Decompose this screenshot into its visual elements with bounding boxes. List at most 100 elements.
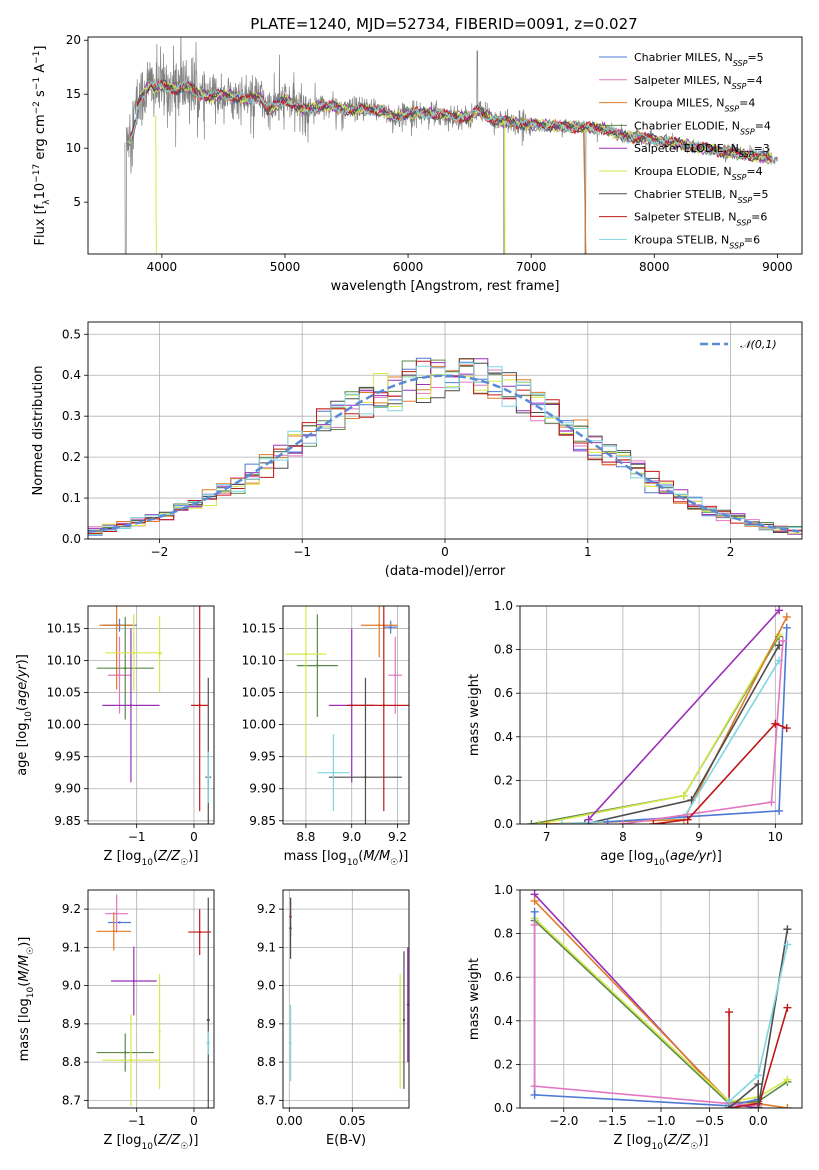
weight-series xyxy=(649,719,791,824)
label-part: −1 xyxy=(32,77,42,90)
x-axis-label: age [log10(age/yr)] xyxy=(600,849,722,868)
data-point xyxy=(99,606,134,690)
residuals-panel: −2 −1 0 1 2 0.0 0.1 0.2 0.3 0.4 0.5 𝒩(0,1) (data-mod… xyxy=(31,321,803,579)
data-point xyxy=(398,974,402,1089)
label-part: mass [log xyxy=(17,998,32,1061)
data-point xyxy=(191,606,209,812)
x-tick-label: −2 xyxy=(151,545,169,559)
weight-series xyxy=(557,656,784,824)
point-marker xyxy=(118,921,121,924)
x-tick-label: 0.05 xyxy=(339,1114,366,1128)
point-marker xyxy=(198,704,201,707)
label-part: 10 xyxy=(141,858,153,868)
legend-sub: SSP xyxy=(736,218,751,227)
y-tick-label: 9.0 xyxy=(257,979,276,993)
legend-name: Chabrier ELODIE, N xyxy=(634,119,740,132)
label-part: ( xyxy=(15,706,30,711)
gaussian-curve xyxy=(88,374,800,534)
y-tick-label: 9.95 xyxy=(54,750,81,764)
weight-series xyxy=(530,907,763,1108)
x-tick-label: −1 xyxy=(293,545,311,559)
y-tick-label: 0.0 xyxy=(494,1101,513,1115)
y-tick-label: 9.90 xyxy=(54,782,81,796)
x-tick-label: 10 xyxy=(768,830,783,844)
y-tick-label: 1.0 xyxy=(494,883,513,897)
y-tick-label: 1.0 xyxy=(494,599,513,613)
label-part: Z [log xyxy=(104,849,142,864)
legend-count: =3 xyxy=(754,142,770,155)
axes-frame xyxy=(519,605,803,825)
legend-count: =4 xyxy=(739,97,755,110)
y-tick-label: 9.0 xyxy=(62,979,81,993)
plus-marker xyxy=(782,612,791,621)
x-tick-label: 8 xyxy=(619,830,627,844)
grid xyxy=(88,890,214,1108)
x-tick-label: −1.0 xyxy=(646,1114,675,1128)
y-tick-label: 0.0 xyxy=(494,817,513,831)
label-part: Z [log xyxy=(614,1133,652,1148)
legend-count: =4 xyxy=(746,165,762,178)
y-tick-label: 20 xyxy=(66,33,81,47)
label-part: mass [log xyxy=(284,849,347,864)
label-part: ☉ xyxy=(26,947,36,955)
label-part: 10 xyxy=(24,711,34,723)
legend-name: Kroupa STELIB, N xyxy=(634,233,729,246)
axes-frame xyxy=(87,889,215,1109)
point-marker xyxy=(304,652,308,656)
label-part: 10 xyxy=(651,1142,663,1152)
label-part: 10 xyxy=(33,183,48,200)
y-tick-label: 0.0 xyxy=(62,532,81,546)
label-part: s xyxy=(33,90,48,101)
plus-marker xyxy=(618,820,627,824)
y-tick-label: 10.00 xyxy=(242,718,276,732)
legend-sub: SSP xyxy=(732,81,747,90)
y-tick-label: 9.95 xyxy=(249,750,276,764)
data-point xyxy=(102,1014,160,1107)
label-part: wavelength [Angstrom, rest frame] xyxy=(331,279,560,294)
label-part: (data-model)/error xyxy=(385,564,506,579)
data-point xyxy=(289,897,292,959)
weight-series xyxy=(580,641,784,824)
weight-series xyxy=(527,632,784,824)
weight-line xyxy=(534,917,788,1103)
weight-line xyxy=(584,644,780,824)
y-tick-label: 8.7 xyxy=(257,1093,276,1107)
plus-marker xyxy=(542,820,551,824)
legend-name: Salpeter ELODIE, N xyxy=(634,142,739,155)
label-part: −1 xyxy=(32,51,42,64)
plus-marker xyxy=(557,820,566,824)
x-axis-label: mass [log10(M/M☉)] xyxy=(284,849,409,868)
legend-name: Salpeter STELIB, N xyxy=(634,211,736,224)
label-part: Normed distribution xyxy=(31,366,46,496)
label-part: Z [log xyxy=(104,1133,142,1148)
y-tick-label: 8.8 xyxy=(62,1055,81,1069)
y-tick-label: 0.3 xyxy=(62,409,81,423)
weight-line xyxy=(728,929,789,1108)
data-point xyxy=(105,894,129,933)
grid xyxy=(520,605,802,825)
point-marker xyxy=(124,666,127,670)
plus-marker xyxy=(783,1075,792,1084)
legend-label: Kroupa STELIB, NSSP=6 xyxy=(634,233,760,250)
legend-sub: SSP xyxy=(738,195,753,204)
point-marker xyxy=(207,775,210,779)
grid xyxy=(88,606,214,824)
data-point xyxy=(110,946,157,1016)
label-part: 10 xyxy=(347,858,359,868)
y-tick-label: 9.85 xyxy=(249,814,276,828)
x-axis-label: Z [log10(Z/Z☉)] xyxy=(104,849,199,868)
legend-name: Kroupa MILES, N xyxy=(634,97,724,110)
x-tick-label: 6000 xyxy=(393,260,424,274)
weight-line xyxy=(533,911,759,1107)
legend-name: Chabrier STELIB, N xyxy=(634,188,738,201)
legend-count: =5 xyxy=(752,188,768,201)
weight-series xyxy=(542,612,791,824)
weight-line xyxy=(561,660,780,824)
point-marker xyxy=(129,704,133,707)
plus-marker xyxy=(527,820,536,824)
x-tick-label: 7000 xyxy=(516,260,547,274)
figure-title: PLATE=1240, MJD=52734, FIBERID=0091, z=0… xyxy=(250,15,637,33)
plot-area xyxy=(289,897,409,1089)
x-tick-label: −2.0 xyxy=(549,1114,578,1128)
label-part: ☉ xyxy=(180,858,188,868)
